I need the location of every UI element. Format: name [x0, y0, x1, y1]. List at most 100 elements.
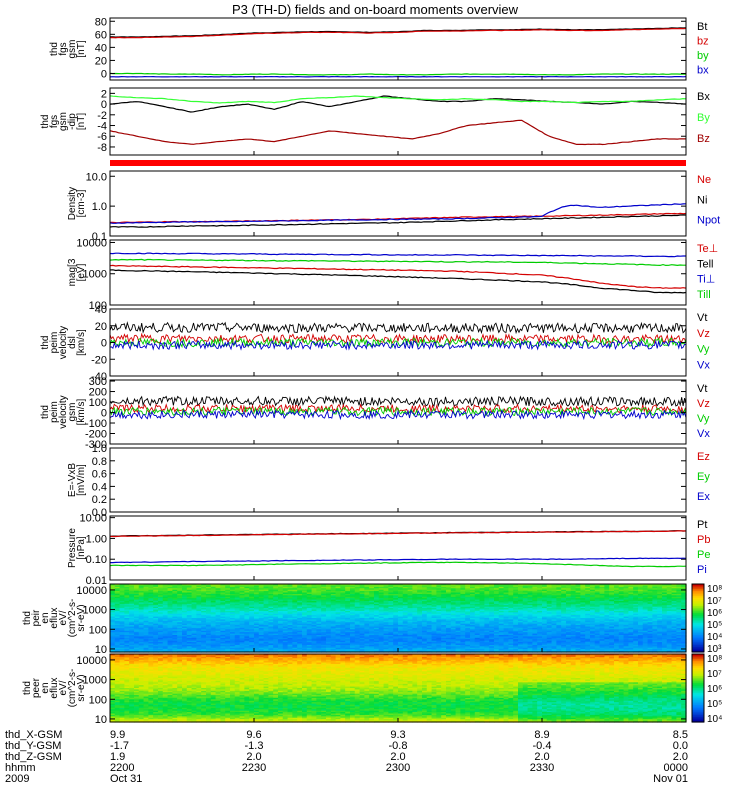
heatmap-cell: [378, 637, 385, 640]
heatmap-cell: [388, 646, 394, 649]
heatmap-cell: [374, 633, 380, 636]
heatmap-cell: [134, 627, 140, 630]
heatmap-cell: [210, 642, 217, 645]
heatmap-cell: [513, 639, 519, 642]
heatmap-cell: [422, 603, 428, 606]
heatmap-cell: [532, 616, 538, 619]
heatmap-cell: [398, 626, 404, 629]
heatmap-cell: [230, 627, 236, 630]
heatmap-cell: [258, 598, 265, 601]
heatmap-cell: [138, 646, 145, 649]
heatmap-cell: [455, 649, 461, 652]
heatmap-cell: [191, 642, 197, 645]
heatmap-cell: [450, 625, 457, 628]
heatmap-cell: [340, 618, 346, 621]
heatmap-cell: [503, 616, 509, 619]
heatmap-cell: [398, 603, 404, 606]
heatmap-cell: [292, 630, 298, 633]
heatmap-cell: [364, 643, 370, 646]
heatmap-cell: [498, 603, 505, 606]
heatmap-cell: [292, 615, 298, 618]
heatmap-cell: [292, 635, 298, 638]
heatmap-cell: [258, 636, 265, 639]
series-line-Tell: [109, 269, 687, 294]
heatmap-cell: [124, 627, 130, 630]
heatmap-cell: [244, 589, 250, 592]
heatmap-cell: [297, 588, 303, 591]
heatmap-cell: [494, 596, 500, 599]
heatmap-cell: [258, 616, 265, 619]
heatmap-cell: [441, 610, 447, 613]
heatmap-cell: [316, 639, 322, 642]
heatmap-cell: [546, 625, 553, 628]
heatmap-cell: [268, 636, 274, 639]
heatmap-cell: [172, 595, 178, 598]
heatmap-cell: [566, 584, 572, 587]
heatmap-cell: [383, 635, 389, 638]
heatmap-cell: [114, 629, 121, 632]
heatmap-cell: [292, 601, 298, 604]
heatmap-cell: [422, 643, 428, 646]
heatmap-cell: [374, 620, 380, 623]
heatmap-cell: [546, 620, 553, 623]
heatmap-cell: [186, 642, 193, 645]
heatmap-cell: [143, 644, 149, 647]
heatmap-cell: [138, 626, 145, 629]
heatmap-cell: [196, 615, 202, 618]
heatmap-cell: [167, 626, 173, 629]
heatmap-cell: [230, 606, 236, 609]
heatmap-cell: [287, 625, 293, 628]
heatmap-cell: [206, 592, 212, 595]
heatmap-cell: [431, 647, 437, 650]
heatmap-cell: [244, 646, 250, 649]
heatmap-cell: [263, 635, 269, 638]
heatmap-cell: [335, 589, 341, 592]
heatmap-cell: [422, 584, 428, 587]
heatmap-cell: [297, 646, 303, 649]
heatmap-cell: [162, 584, 169, 587]
heatmap-cell: [244, 636, 250, 639]
heatmap-cell: [330, 586, 337, 589]
heatmap-cell: [254, 612, 260, 615]
heatmap-cell: [532, 629, 538, 632]
heatmap-cell: [474, 584, 481, 587]
heatmap-cell: [460, 589, 466, 592]
heatmap-cell: [359, 609, 365, 612]
heatmap-cell: [494, 635, 500, 638]
heatmap-cell: [302, 633, 308, 636]
heatmap-cell: [110, 623, 116, 626]
heatmap-cell: [177, 592, 183, 595]
heatmap-cell: [201, 647, 207, 650]
heatmap-cell: [570, 602, 577, 605]
heatmap-cell: [489, 601, 495, 604]
heatmap-cell: [546, 612, 553, 615]
heatmap-cell: [134, 612, 140, 615]
heatmap-cell: [527, 596, 533, 599]
heatmap-cell: [215, 646, 221, 649]
heatmap-cell: [479, 598, 485, 601]
heatmap-cell: [153, 585, 159, 588]
heatmap-cell: [393, 588, 399, 591]
heatmap-cell: [110, 639, 116, 642]
heatmap-cell: [369, 601, 375, 604]
heatmap-cell: [225, 599, 231, 602]
heatmap-cell: [114, 635, 121, 638]
heatmap-cell: [426, 592, 433, 595]
heatmap-cell: [302, 606, 308, 609]
heatmap-cell: [297, 643, 303, 646]
heatmap-cell: [383, 613, 389, 616]
heatmap-cell: [282, 608, 289, 611]
heatmap-cell: [134, 605, 140, 608]
heatmap-cell: [455, 636, 461, 639]
heatmap-cell: [494, 632, 500, 635]
heatmap-cell: [162, 619, 169, 622]
heatmap-cell: [210, 619, 217, 622]
heatmap-cell: [220, 626, 226, 629]
heatmap-cell: [498, 640, 505, 643]
heatmap-cell: [354, 599, 361, 602]
heatmap-cell: [441, 625, 447, 628]
heatmap-cell: [422, 585, 428, 588]
heatmap-cell: [441, 584, 447, 587]
heatmap-cell: [287, 601, 293, 604]
heatmap-cell: [398, 599, 404, 602]
